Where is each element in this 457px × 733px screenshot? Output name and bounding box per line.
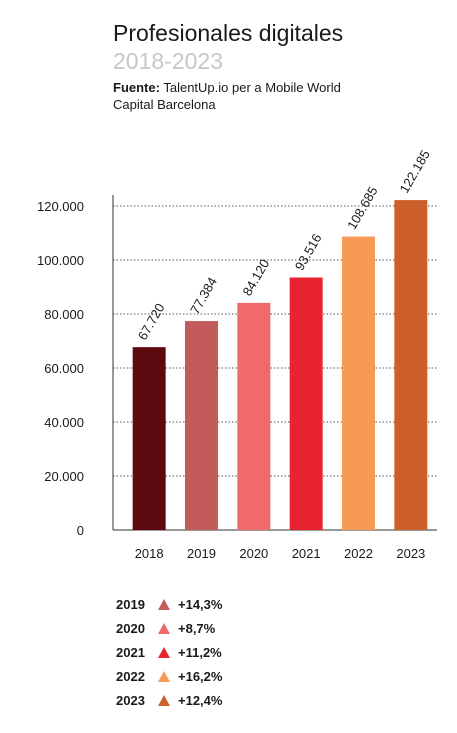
y-tick-label: 100.000 [37, 253, 84, 268]
bar [132, 347, 166, 530]
triangle-up-icon [158, 598, 170, 610]
legend-change: +16,2% [178, 668, 223, 684]
bar-value-label: 122.185 [396, 147, 432, 195]
legend-year: 2021 [116, 644, 145, 660]
legend-year: 2022 [116, 668, 145, 684]
x-tick-label: 2021 [292, 546, 321, 561]
triangle-up-icon [158, 646, 170, 658]
bar-value-label: 67.720 [135, 301, 168, 343]
legend-year: 2020 [116, 620, 145, 636]
bar [342, 236, 375, 530]
triangle-up-icon [158, 670, 170, 682]
legend-year: 2019 [116, 596, 145, 612]
legend-item: 2021 +11,2% [116, 640, 222, 664]
legend-change: +14,3% [178, 596, 223, 612]
triangle-up-icon [158, 694, 170, 706]
legend-item: 2022 +16,2% [116, 664, 222, 688]
legend-item: 2019 +14,3% [116, 592, 222, 616]
x-tick-label: 2019 [187, 546, 216, 561]
source-text: TalentUp.io per a Mobile World Capital B… [113, 80, 341, 112]
y-tick-label: 120.000 [37, 199, 84, 214]
bar [394, 200, 428, 530]
legend-change: +8,7% [178, 620, 216, 636]
y-tick-label: 0 [77, 523, 84, 538]
chart-source: Fuente: TalentUp.io per a Mobile World C… [113, 79, 373, 113]
legend-item: 2023 +12,4% [116, 688, 222, 712]
y-tick-label: 40.000 [44, 415, 84, 430]
bar-value-label: 77.384 [187, 275, 220, 317]
x-tick-label: 2023 [396, 546, 425, 561]
growth-legend: 2019 +14,3% 2020 +8,7% 2021 +11,2% 2022 … [116, 592, 222, 712]
bar-value-label: 84.120 [239, 256, 272, 298]
source-label: Fuente: [113, 80, 160, 95]
bar [185, 321, 218, 530]
bar-value-label: 108.685 [344, 184, 380, 232]
triangle-up-icon [158, 622, 170, 634]
chart-subtitle: 2018-2023 [113, 48, 223, 74]
x-tick-label: 2020 [239, 546, 268, 561]
y-tick-label: 60.000 [44, 361, 84, 376]
legend-year: 2023 [116, 692, 145, 708]
bar [289, 277, 323, 530]
legend-change: +11,2% [178, 644, 222, 660]
x-tick-label: 2022 [344, 546, 373, 561]
y-tick-label: 80.000 [44, 307, 84, 322]
bar-value-label: 93.516 [292, 231, 325, 273]
bar-chart: 0 20.000 40.000 60.000 80.000 100.000 120.000 6… [37, 147, 437, 561]
y-tick-label: 20.000 [44, 469, 84, 484]
legend-change: +12,4% [178, 692, 223, 708]
chart-title: Profesionales digitales [113, 20, 344, 46]
bar [237, 302, 271, 530]
legend-item: 2020 +8,7% [116, 616, 222, 640]
x-tick-label: 2018 [135, 546, 164, 561]
